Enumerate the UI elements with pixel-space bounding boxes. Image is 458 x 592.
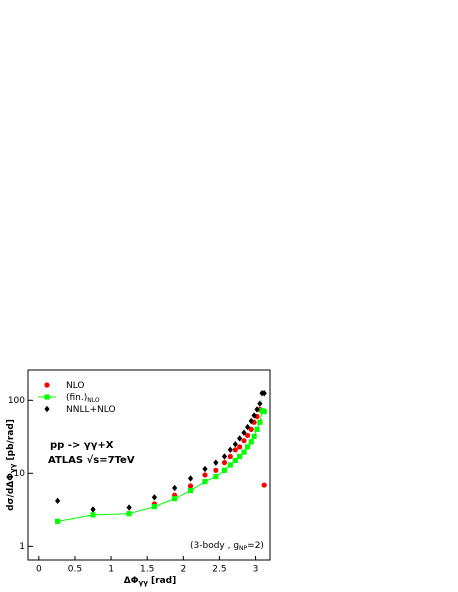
point — [202, 479, 208, 485]
point — [232, 447, 238, 453]
point — [254, 426, 260, 432]
x-tick-label: 2.5 — [212, 565, 226, 575]
legend-marker — [44, 382, 50, 388]
y-axis-label-sub: γγ — [9, 463, 17, 473]
point — [254, 406, 260, 413]
point — [202, 465, 208, 473]
point — [90, 512, 96, 518]
point — [172, 484, 178, 492]
legend-label-part: NLO — [66, 381, 85, 391]
x-tick-label: 2 — [180, 565, 186, 575]
point — [126, 504, 132, 511]
x-tick-label: 1.5 — [140, 565, 154, 575]
point — [202, 472, 208, 478]
x-axis-label: ΔΦγγ [rad] — [124, 576, 177, 588]
point — [187, 487, 194, 494]
point — [257, 400, 263, 407]
y-tick-label: 10 — [14, 469, 26, 479]
legend-marker — [44, 394, 50, 400]
point — [227, 453, 233, 460]
point — [237, 453, 243, 460]
point — [251, 433, 257, 440]
point — [251, 412, 257, 419]
point — [55, 518, 61, 524]
series-line — [57, 410, 265, 522]
point — [261, 390, 267, 397]
y-tick-label: 1 — [19, 542, 25, 552]
x-axis-label-part: ΔΦ — [124, 576, 139, 586]
point — [245, 432, 251, 439]
legend-label: NNLL+NLO — [66, 405, 116, 415]
point — [227, 446, 233, 453]
point — [241, 449, 247, 455]
x-tick-label: 0 — [36, 565, 42, 575]
point — [213, 467, 219, 473]
note: (3-body , gNP=2) — [190, 541, 264, 552]
point — [213, 459, 219, 466]
point — [241, 438, 247, 444]
point — [261, 482, 267, 488]
point — [172, 496, 178, 502]
y-axis-label-part: dσ/dΔΦ — [6, 473, 16, 511]
point — [221, 460, 228, 466]
point — [232, 441, 238, 448]
annotation: pp -> γγ+X — [50, 440, 114, 451]
point — [257, 419, 263, 425]
point — [261, 409, 267, 415]
annotation: ATLAS √s=7TeV — [48, 454, 135, 466]
legend-marker — [44, 405, 50, 413]
x-axis-label-part: [rad] — [148, 576, 176, 586]
point — [126, 511, 132, 517]
x-tick-label: 0.5 — [68, 565, 82, 575]
y-axis-label: dσ/dΔΦγγ [pb/rad] — [6, 419, 18, 511]
point — [237, 435, 243, 442]
point — [221, 467, 228, 473]
point — [248, 439, 254, 445]
point — [245, 444, 251, 450]
point — [90, 506, 96, 513]
legend-label: NLO — [66, 381, 85, 391]
point — [55, 497, 61, 505]
point — [151, 504, 158, 510]
y-tick-label: 100 — [8, 396, 25, 406]
point — [187, 483, 194, 489]
point — [248, 426, 254, 432]
point — [237, 444, 243, 450]
point — [221, 453, 228, 460]
y-axis-label-part: [pb/rad] — [6, 419, 16, 464]
note-sub: NP — [239, 545, 247, 552]
note-part: (3-body , g — [190, 541, 239, 551]
legend-label-part: (fin.) — [66, 393, 87, 403]
point — [151, 494, 158, 501]
point — [213, 474, 219, 480]
x-tick-label: 1 — [108, 565, 114, 575]
x-axis-label-sub: γγ — [138, 579, 148, 587]
point — [241, 429, 247, 436]
plot-frame — [27, 369, 271, 561]
point — [248, 417, 254, 425]
point — [227, 462, 233, 468]
point — [245, 423, 251, 431]
x-tick-label: 3 — [253, 565, 259, 575]
legend-label-sub: NLO — [87, 397, 100, 404]
legend-label: (fin.)NLO — [66, 393, 100, 404]
point — [232, 457, 238, 464]
point — [187, 475, 194, 482]
note-part: =2) — [247, 541, 264, 551]
legend-label-part: NNLL+NLO — [66, 405, 116, 415]
